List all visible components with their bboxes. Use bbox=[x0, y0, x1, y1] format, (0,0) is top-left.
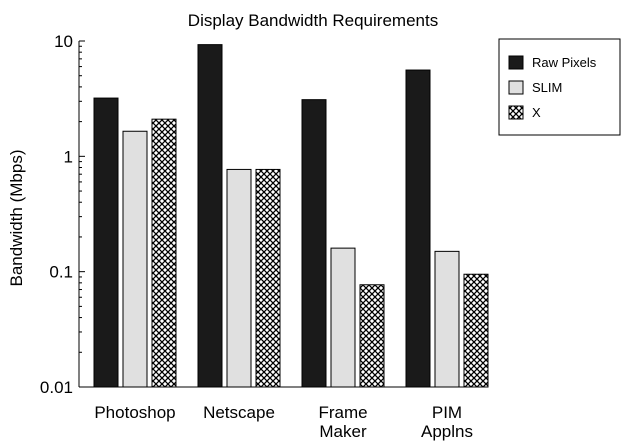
slim-bar bbox=[122, 130, 148, 388]
slim-bar bbox=[330, 247, 356, 388]
legend-swatch bbox=[508, 80, 524, 95]
x-category-label: Frame Maker bbox=[318, 403, 367, 441]
raw-pixels-bar bbox=[197, 44, 223, 388]
x-category-label-line: Photoshop bbox=[94, 403, 175, 422]
slim-bar bbox=[434, 250, 460, 388]
legend-label: Raw Pixels bbox=[532, 55, 597, 70]
x-category-label-line: Applns bbox=[421, 422, 473, 441]
legend-label: SLIM bbox=[532, 80, 562, 95]
legend-swatch bbox=[508, 105, 524, 120]
chart-title: Display Bandwidth Requirements bbox=[188, 11, 438, 30]
x-category-label-line: Netscape bbox=[203, 403, 275, 422]
x-bar bbox=[359, 284, 385, 388]
slim-bar bbox=[226, 168, 252, 388]
y-axis-label: Bandwidth (Mbps) bbox=[7, 149, 26, 286]
x-category-label-line: Maker bbox=[319, 422, 367, 441]
x-category-label: PIM Applns bbox=[421, 403, 473, 441]
x-category-label-line: PIM bbox=[432, 403, 462, 422]
x-category-label-line: Frame bbox=[318, 403, 367, 422]
legend: Raw Pixels SLIM X bbox=[498, 38, 621, 136]
legend-swatch bbox=[508, 55, 524, 70]
legend-label: X bbox=[532, 105, 541, 120]
raw-pixels-bar bbox=[405, 69, 431, 388]
y-tick-label: 10 bbox=[54, 32, 73, 51]
x-category-label: Photoshop bbox=[94, 403, 175, 422]
y-tick-label: 0.01 bbox=[40, 378, 73, 397]
raw-pixels-bar bbox=[93, 97, 119, 388]
y-tick-label: 1 bbox=[64, 147, 73, 166]
y-tick-label: 0.1 bbox=[49, 263, 73, 282]
x-bar bbox=[151, 118, 177, 388]
raw-pixels-bar bbox=[301, 99, 327, 388]
x-bar bbox=[255, 168, 281, 388]
x-bar bbox=[463, 273, 489, 388]
x-category-label: Netscape bbox=[203, 403, 275, 422]
